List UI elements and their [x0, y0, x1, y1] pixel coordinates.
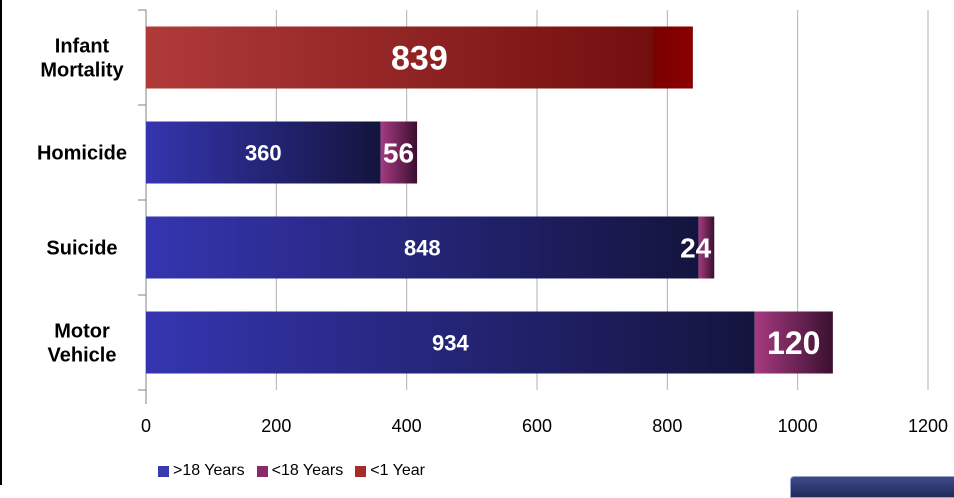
- legend: >18 Years <18 Years <1 Year: [158, 460, 431, 482]
- legend-swatch: [355, 465, 367, 477]
- data-label: 120: [767, 325, 820, 361]
- bar-segment-under-1-cap: [652, 26, 693, 89]
- category-label: Homicide: [37, 143, 127, 165]
- data-label: 24: [680, 233, 712, 264]
- bar-segment-under-18: [754, 311, 833, 374]
- legend-label: <18 Years: [271, 462, 344, 479]
- legend-label: >18 Years: [173, 462, 245, 479]
- legend-label: <1 Year: [370, 462, 425, 479]
- bar-segment-over-18: [146, 311, 755, 374]
- bar-segment-over-18: [146, 216, 699, 279]
- category-label: Suicide: [46, 238, 117, 260]
- category-label: Motor Vehicle: [48, 321, 117, 367]
- x-tick-label: 800: [652, 416, 682, 436]
- data-label: 56: [383, 138, 414, 169]
- data-label: 360: [245, 140, 282, 165]
- data-label: 934: [432, 330, 469, 355]
- stacked-bar-chart: 0 200 400 600 800 1000 1200 Infant Mortality Hom…: [37, 9, 948, 436]
- x-tick-label: 0: [141, 416, 151, 436]
- category-label: Infant Mortality: [40, 36, 124, 82]
- legend-item: >18 Years: [158, 462, 245, 480]
- bar-segment-under-18: [698, 216, 715, 279]
- corner-tab-decoration: [790, 476, 954, 498]
- data-label: 848: [404, 235, 441, 260]
- frame-border: [0, 0, 2, 485]
- legend-item: <18 Years: [256, 462, 344, 480]
- legend-item: <1 Year: [355, 462, 425, 480]
- data-label: 839: [391, 40, 448, 78]
- x-tick-label: 600: [522, 416, 552, 436]
- x-tick-label: 1200: [908, 416, 948, 436]
- legend-swatch: [256, 465, 268, 477]
- x-tick-label: 200: [261, 416, 291, 436]
- x-tick-label: 1000: [778, 416, 818, 436]
- bar-segment-under-1: [146, 26, 693, 89]
- x-tick-label: 400: [392, 416, 422, 436]
- bar-segment-under-18: [380, 121, 418, 184]
- bar-segment-over-18: [146, 121, 381, 184]
- legend-swatch: [158, 465, 169, 477]
